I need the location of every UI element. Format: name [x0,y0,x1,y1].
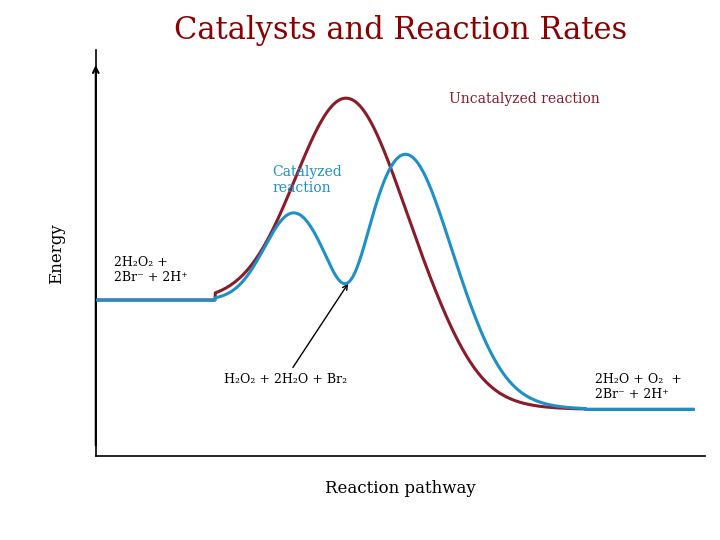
Text: Reaction pathway: Reaction pathway [325,480,476,497]
Text: Uncatalyzed reaction: Uncatalyzed reaction [449,92,600,106]
Title: Catalysts and Reaction Rates: Catalysts and Reaction Rates [174,15,627,46]
Text: Energy: Energy [48,223,65,284]
Text: 2H₂O + O₂  +
2Br⁻ + 2H⁺: 2H₂O + O₂ + 2Br⁻ + 2H⁺ [595,373,683,401]
Text: H₂O₂ + 2H₂O + Br₂: H₂O₂ + 2H₂O + Br₂ [224,285,347,386]
Text: Catalyzed
reaction: Catalyzed reaction [272,165,342,195]
Text: 2H₂O₂ +
2Br⁻ + 2H⁺: 2H₂O₂ + 2Br⁻ + 2H⁺ [114,256,188,284]
